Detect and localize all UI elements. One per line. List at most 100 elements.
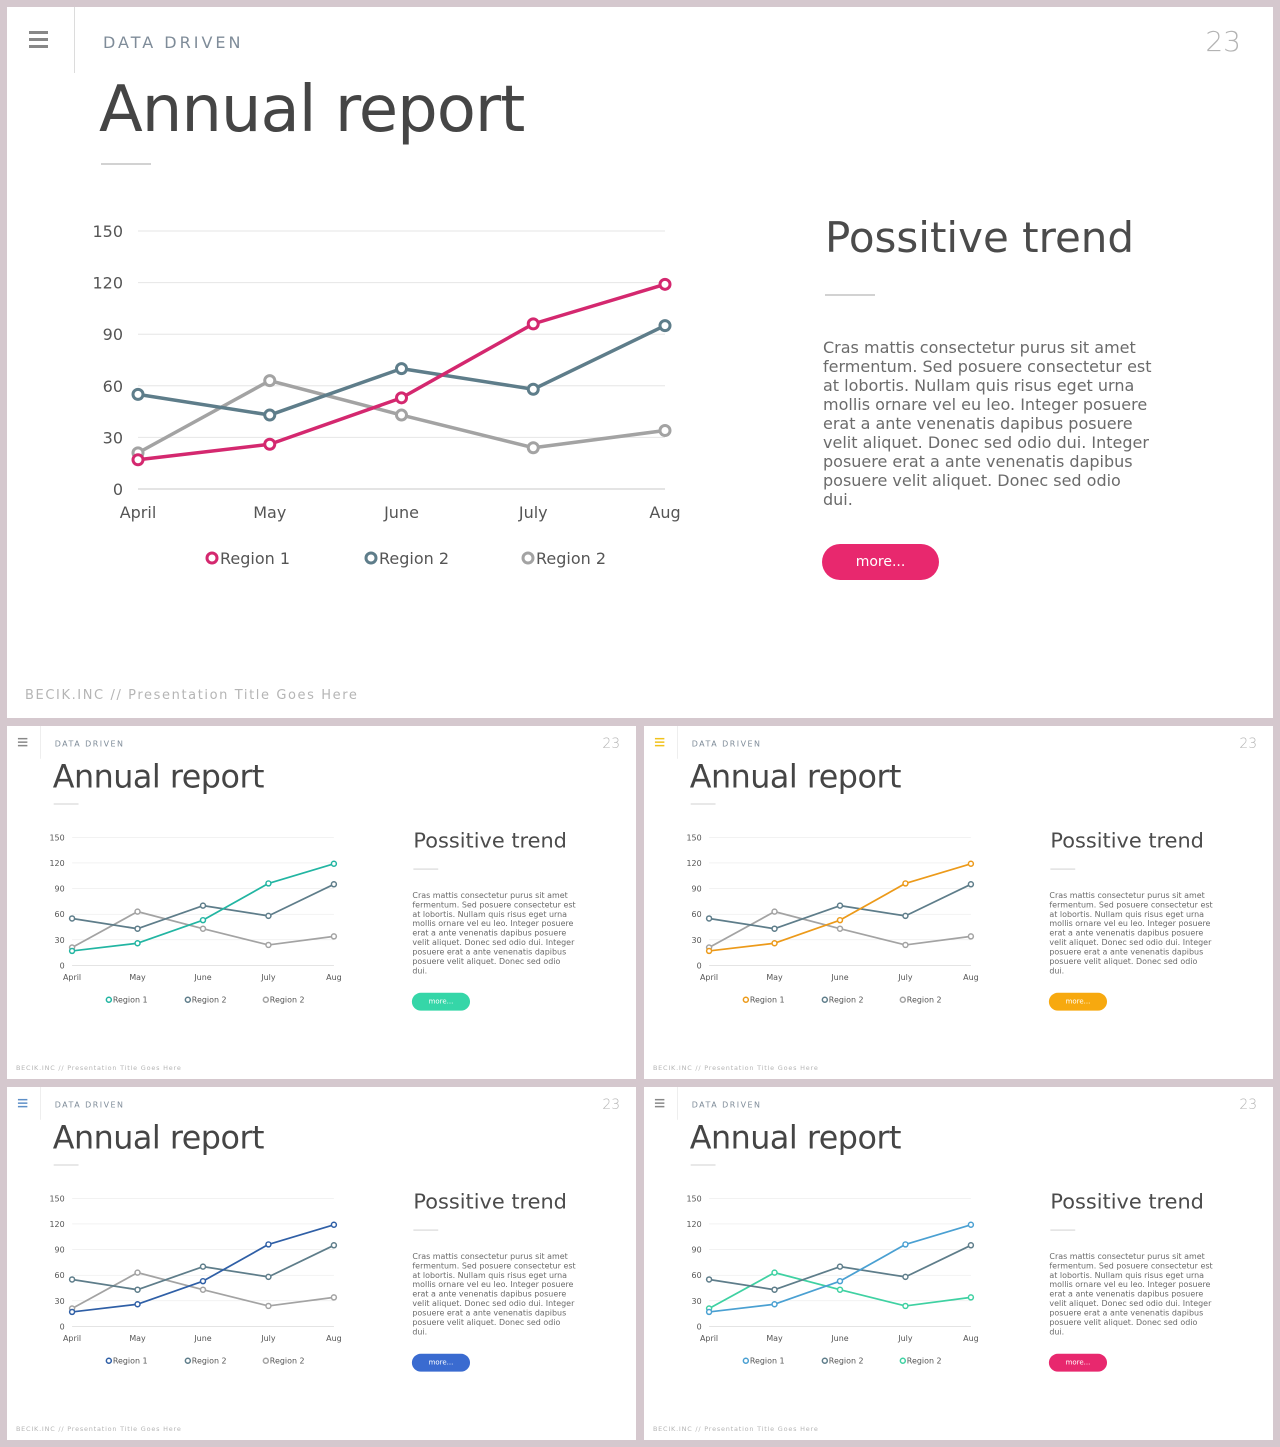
more-button[interactable]: more... <box>411 1353 471 1372</box>
y-tick-label: 90 <box>103 325 123 344</box>
side-title-underline <box>825 294 875 296</box>
y-tick-label: 30 <box>692 1297 702 1306</box>
data-point <box>263 437 277 451</box>
data-point <box>771 908 778 915</box>
footer-text: BECIK.INC // Presentation Title Goes Her… <box>15 1064 182 1072</box>
side-title-underline <box>413 868 439 870</box>
title-underline <box>53 803 79 805</box>
title-underline <box>690 803 716 805</box>
legend-label: Region 2 <box>829 996 864 1005</box>
side-title: Possitive trend <box>1050 828 1204 853</box>
data-point <box>902 1241 909 1248</box>
data-point <box>199 1277 207 1285</box>
legend-marker <box>105 996 113 1003</box>
data-point <box>134 925 141 932</box>
data-point <box>263 374 277 388</box>
slide-title: Annual report <box>52 758 265 796</box>
data-point <box>967 860 975 868</box>
data-point <box>526 441 540 455</box>
line-chart: 0 30 60 90 120 150 April May June July Aug Region 1… <box>686 833 979 1005</box>
slide-thumbnail-sky-mint[interactable]: DATA DRIVEN 23 Annual report 0 30 60 90 120 1… <box>644 1087 1273 1440</box>
x-tick-label: May <box>766 973 783 982</box>
line-chart: 0 30 60 90 120 150 April May June July Aug Region 1… <box>92 222 680 568</box>
data-point <box>902 941 909 949</box>
x-tick-label: May <box>766 1334 783 1343</box>
slide-content: DATA DRIVEN 23 Annual report 0 30 60 90 120 1… <box>644 726 1273 1079</box>
legend-label: Region 2 <box>379 549 449 568</box>
data-point <box>836 1286 844 1293</box>
data-point <box>395 391 408 405</box>
y-tick-label: 120 <box>686 859 701 868</box>
data-point <box>771 940 778 947</box>
slide-title: Annual report <box>689 1119 902 1157</box>
menu-icon[interactable] <box>654 1098 665 1108</box>
y-tick-label: 120 <box>686 1220 701 1229</box>
legend-label: Region 2 <box>192 996 227 1005</box>
data-point <box>967 1294 975 1301</box>
data-point <box>199 916 207 924</box>
legend-marker <box>899 1357 907 1364</box>
slide-content: DATA DRIVEN 23 Annual report 0 30 60 90 120 1… <box>7 726 636 1079</box>
line-chart: 0 30 60 90 120 150 April May June July Aug Region 1… <box>686 1194 979 1366</box>
x-tick-label: June <box>830 973 848 982</box>
footer-text: BECIK.INC // Presentation Title Goes Her… <box>652 1064 819 1072</box>
x-tick-label: June <box>383 503 419 522</box>
body-paragraph: Cras mattis consectetur purus sit amet f… <box>1049 1251 1213 1337</box>
data-point <box>265 1273 272 1281</box>
more-button[interactable]: more... <box>1048 1353 1108 1372</box>
data-point <box>836 925 844 932</box>
menu-icon[interactable] <box>654 737 665 747</box>
data-point <box>836 916 844 924</box>
data-point <box>134 1301 141 1308</box>
slide-content: DATA DRIVEN 23 Annual report 0 30 60 90 120 1… <box>644 1087 1273 1440</box>
slide-title: Annual report <box>99 73 525 147</box>
slide-thumbnail-orange[interactable]: DATA DRIVEN 23 Annual report 0 30 60 90 120 1… <box>644 726 1273 1079</box>
menu-icon[interactable] <box>17 1098 28 1108</box>
legend-label: Region 2 <box>829 1357 864 1366</box>
menu-icon[interactable] <box>17 737 28 747</box>
x-tick-label: June <box>193 973 211 982</box>
x-tick-label: July <box>260 1334 276 1343</box>
y-tick-label: 120 <box>49 859 64 868</box>
section-label: DATA DRIVEN <box>691 738 762 749</box>
slide-title: Annual report <box>52 1119 265 1157</box>
y-tick-label: 60 <box>55 910 65 919</box>
legend-marker <box>364 551 378 565</box>
data-point <box>902 912 909 920</box>
y-tick-label: 0 <box>113 480 123 499</box>
more-button[interactable]: more... <box>1048 992 1108 1011</box>
y-tick-label: 0 <box>697 961 702 970</box>
line-chart: 0 30 60 90 120 150 April May June July Aug Region 1… <box>49 1194 342 1366</box>
page-number: 23 <box>1239 734 1258 752</box>
data-point <box>902 880 909 887</box>
more-button[interactable]: more... <box>411 992 471 1011</box>
x-tick-label: Aug <box>963 973 979 982</box>
legend-label: Region 1 <box>113 996 148 1005</box>
y-tick-label: 150 <box>49 833 64 842</box>
legend-marker <box>184 996 192 1003</box>
x-tick-label: April <box>63 1334 81 1343</box>
data-point <box>330 1294 338 1301</box>
y-tick-label: 60 <box>55 1271 65 1280</box>
slide-thumbnail-teal[interactable]: DATA DRIVEN 23 Annual report 0 30 60 90 120 1… <box>7 726 636 1079</box>
legend-label: Region 1 <box>113 1357 148 1366</box>
title-underline <box>101 163 151 165</box>
more-button[interactable]: more... <box>822 544 939 580</box>
x-tick-label: April <box>700 1334 718 1343</box>
data-point <box>265 912 272 920</box>
side-title: Possitive trend <box>1050 1189 1204 1214</box>
menu-icon[interactable] <box>29 31 48 48</box>
x-tick-label: April <box>120 503 157 522</box>
data-point <box>836 1263 844 1270</box>
slide-thumbnail-blue[interactable]: DATA DRIVEN 23 Annual report 0 30 60 90 120 1… <box>7 1087 636 1440</box>
data-point <box>199 1263 207 1270</box>
data-point <box>658 277 672 291</box>
y-tick-label: 120 <box>92 274 123 293</box>
slide-content: DATA DRIVEN 23 Annual report 0 30 60 90 120 1… <box>7 7 1273 718</box>
x-tick-label: May <box>129 973 146 982</box>
x-tick-label: Aug <box>326 1334 342 1343</box>
y-tick-label: 30 <box>692 936 702 945</box>
y-tick-label: 30 <box>55 936 65 945</box>
x-tick-label: Aug <box>963 1334 979 1343</box>
header-divider <box>74 7 75 73</box>
